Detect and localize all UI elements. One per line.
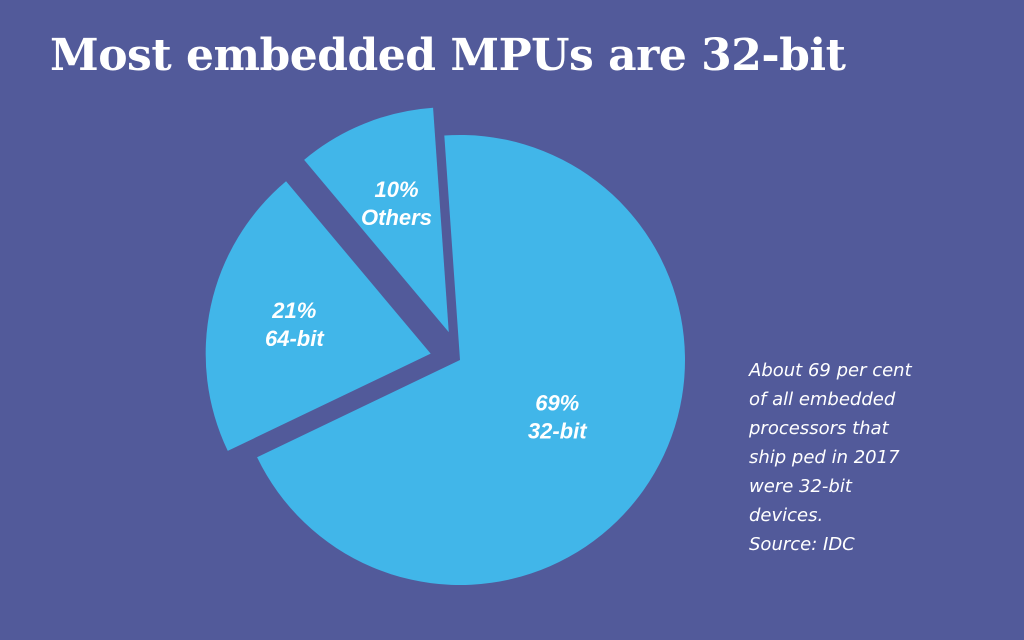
note-line: were 32-bit — [749, 476, 852, 497]
note-line: devices. — [749, 505, 824, 526]
slice-category-label: Others — [361, 205, 432, 230]
note-line: processors that — [749, 418, 889, 439]
slice-value-label: 10% — [374, 177, 418, 202]
pie-slice-32-bit — [257, 135, 685, 586]
slice-category-label: 64-bit — [265, 326, 325, 351]
chart-title: Most embedded MPUs are 32-bit — [50, 30, 846, 81]
note-line: ship ped in 2017 — [749, 447, 900, 468]
slice-value-label: 69% — [535, 391, 579, 416]
pie-labels: 69% 32-bit 21% 64-bit 10% Others — [265, 177, 588, 444]
pie-slice-others — [304, 107, 449, 333]
note-line: About 69 per cent — [749, 360, 912, 381]
caption-note: About 69 per cent of all embedded proces… — [749, 356, 1011, 559]
pie-slice-64-bit — [205, 181, 431, 451]
pie-slices — [205, 107, 685, 586]
note-line: of all embedded — [749, 389, 896, 410]
slice-value-label: 21% — [271, 298, 316, 323]
source-line: Source: IDC — [749, 534, 855, 555]
slice-category-label: 32-bit — [528, 419, 588, 444]
